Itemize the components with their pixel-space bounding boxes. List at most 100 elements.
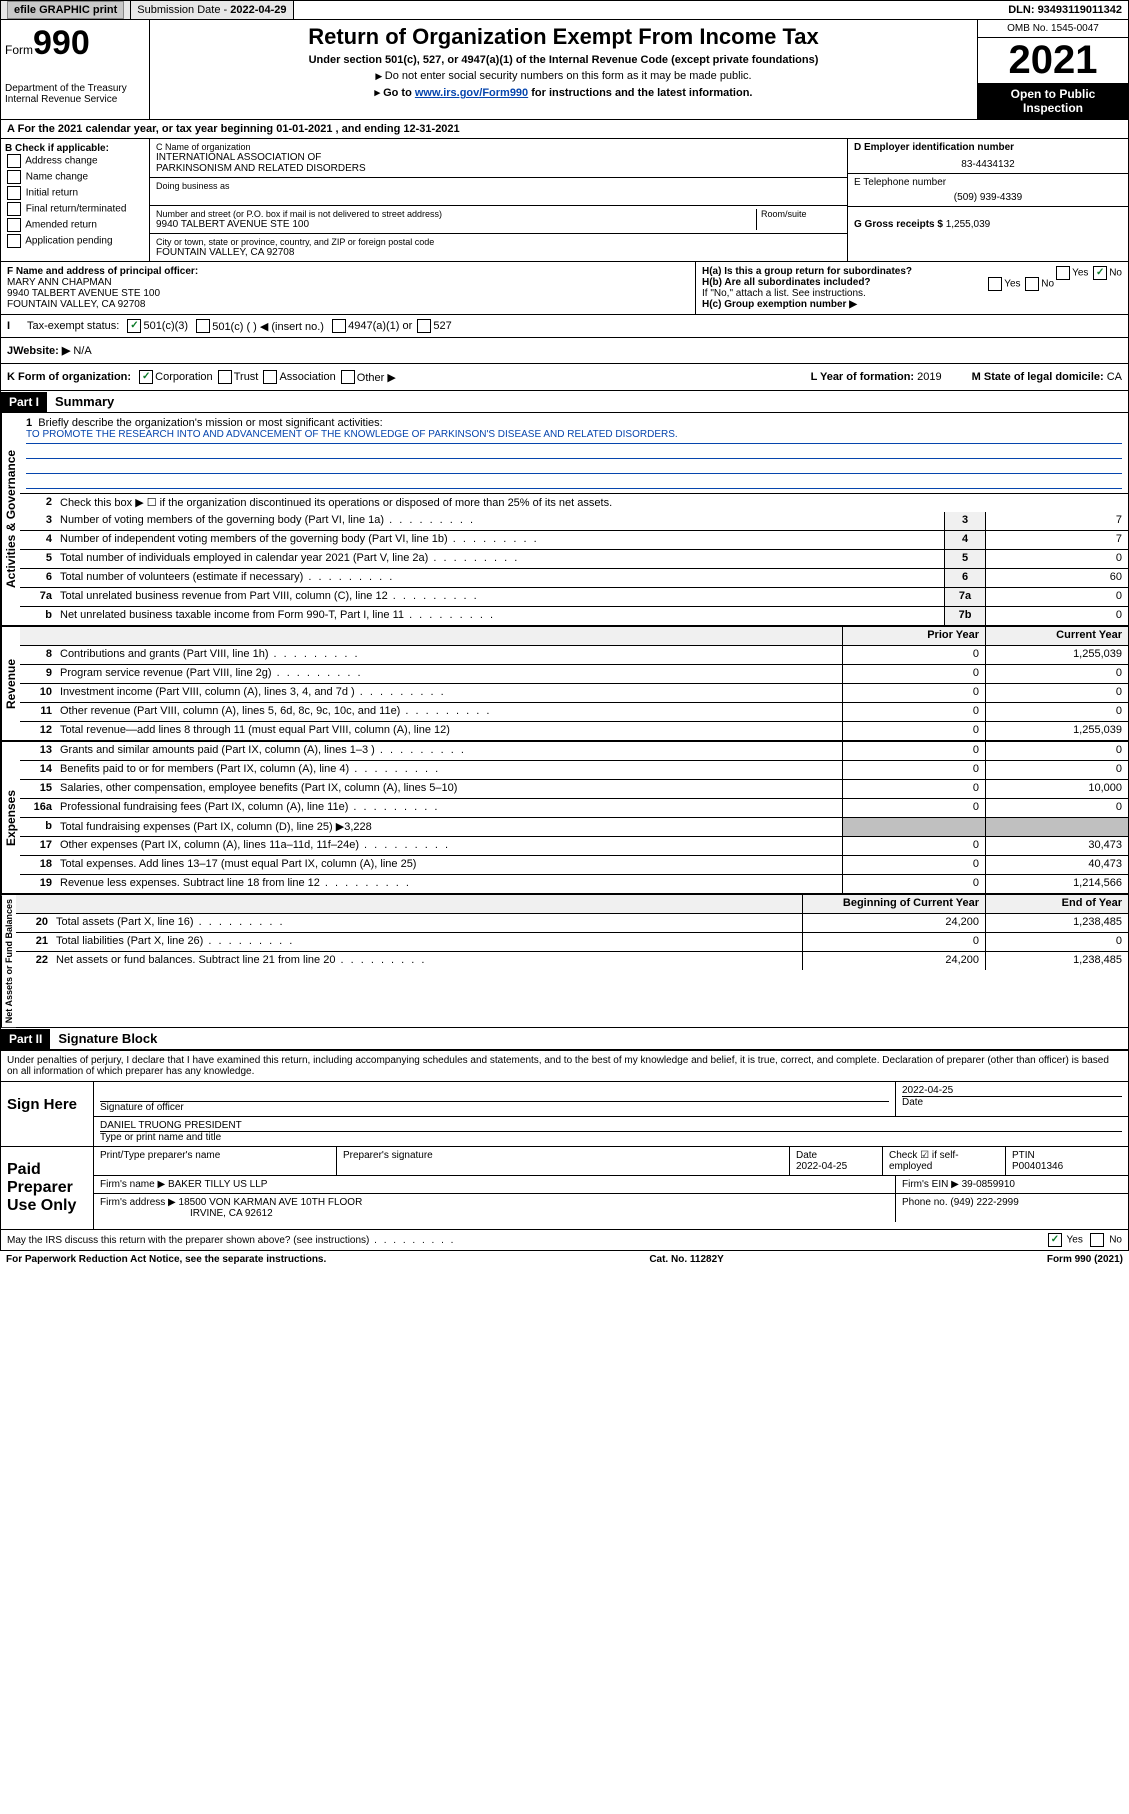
line20-end: 1,238,485 (985, 914, 1128, 932)
gross-value: 1,255,039 (946, 219, 991, 230)
amended-return-checkbox[interactable] (7, 218, 21, 232)
officer-addr2: FOUNTAIN VALLEY, CA 92708 (7, 299, 689, 310)
hb-no-checkbox[interactable] (1025, 277, 1039, 291)
officer-addr1: 9940 TALBERT AVENUE STE 100 (7, 288, 689, 299)
website-value: N/A (73, 345, 91, 357)
line22-begin: 24,200 (802, 952, 985, 970)
form-title-cell: Return of Organization Exempt From Incom… (150, 20, 977, 119)
501c-checkbox[interactable] (196, 319, 210, 333)
hb-yes-checkbox[interactable] (988, 277, 1002, 291)
omb-number: OMB No. 1545-0047 (978, 20, 1128, 38)
line12-curr: 1,255,039 (985, 722, 1128, 740)
col-end-year: End of Year (985, 895, 1128, 913)
final-return-checkbox[interactable] (7, 202, 21, 216)
form990-link[interactable]: www.irs.gov/Form990 (415, 87, 528, 99)
name-change-checkbox[interactable] (7, 170, 21, 184)
discuss-row: May the IRS discuss this return with the… (0, 1230, 1129, 1251)
part-ii-hdr: Part II (1, 1029, 50, 1049)
mission-text: TO PROMOTE THE RESEARCH INTO AND ADVANCE… (26, 429, 1122, 444)
org-name-2: PARKINSONISM AND RELATED DISORDERS (156, 163, 841, 174)
paid-preparer-label: Paid Preparer Use Only (1, 1147, 94, 1229)
line5-value: 0 (985, 550, 1128, 568)
form-number: 990 (33, 24, 90, 62)
line7b-value: 0 (985, 607, 1128, 625)
assoc-checkbox[interactable] (263, 370, 277, 384)
501c3-checkbox[interactable] (127, 319, 141, 333)
line7a-value: 0 (985, 588, 1128, 606)
name-title-label: Type or print name and title (100, 1131, 1122, 1143)
state-domicile: CA (1107, 371, 1122, 383)
sig-officer-label: Signature of officer (100, 1102, 889, 1113)
officer-row: F Name and address of principal officer:… (0, 262, 1129, 315)
other-checkbox[interactable] (341, 370, 355, 384)
cat-no: Cat. No. 11282Y (649, 1254, 723, 1265)
side-revenue: Revenue (1, 627, 20, 740)
line18-curr: 40,473 (985, 856, 1128, 874)
line3-value: 7 (985, 512, 1128, 530)
initial-return-checkbox[interactable] (7, 186, 21, 200)
side-governance: Activities & Governance (1, 413, 20, 625)
dln-label: DLN: (1008, 4, 1037, 16)
part-ii-title: Signature Block (50, 1028, 165, 1049)
h-b-note: If "No," attach a list. See instructions… (702, 288, 1122, 299)
dln-cell: DLN: 93493119011342 (1002, 1, 1128, 19)
part-ii: Part II Signature Block (0, 1028, 1129, 1051)
efile-btn[interactable]: efile GRAPHIC print (7, 1, 124, 19)
form-id-cell: Form990 Department of the Treasury Inter… (1, 20, 150, 119)
period-row: A For the 2021 calendar year, or tax yea… (0, 120, 1129, 139)
discuss-yes-checkbox[interactable] (1048, 1233, 1062, 1247)
submission-label: Submission Date - (137, 4, 230, 16)
efile-label: efile GRAPHIC print (1, 1, 131, 19)
gross-label: G Gross receipts $ (854, 219, 946, 230)
row-k: K Form of organization: Corporation Trus… (0, 364, 1129, 391)
4947-checkbox[interactable] (332, 319, 346, 333)
col-current-year: Current Year (985, 627, 1128, 645)
addr-change-checkbox[interactable] (7, 154, 21, 168)
line19-curr: 1,214,566 (985, 875, 1128, 893)
form-year-cell: OMB No. 1545-0047 2021 Open to Public In… (977, 20, 1128, 119)
col-begin-year: Beginning of Current Year (802, 895, 985, 913)
i-label: Tax-exempt status: (27, 320, 119, 332)
k-label: K Form of organization: (7, 371, 131, 383)
self-employed-label: Check ☑ if self-employed (883, 1147, 1006, 1175)
firm-phone: (949) 222-2999 (950, 1197, 1018, 1208)
app-pending-checkbox[interactable] (7, 234, 21, 248)
line16b-value: 3,228 (344, 821, 372, 833)
firm-name: BAKER TILLY US LLP (168, 1179, 268, 1190)
room-label: Room/suite (761, 209, 841, 219)
form-note1: Do not enter social security numbers on … (154, 70, 973, 82)
527-checkbox[interactable] (417, 319, 431, 333)
sign-here-block: Sign Here Signature of officer 2022-04-2… (0, 1082, 1129, 1147)
h-cell: H(a) Is this a group return for subordin… (695, 262, 1128, 314)
q1-label: Briefly describe the organization's miss… (38, 417, 382, 429)
row-i: I Tax-exempt status: 501(c)(3) 501(c) ( … (0, 315, 1129, 338)
topbar: efile GRAPHIC print Submission Date - 20… (0, 0, 1129, 20)
line8-curr: 1,255,039 (985, 646, 1128, 664)
ha-yes-checkbox[interactable] (1056, 266, 1070, 280)
firm-ein: 39-0859910 (962, 1179, 1015, 1190)
website-label: Website: ▶ (13, 344, 70, 357)
ha-no-checkbox[interactable] (1093, 266, 1107, 280)
form-subtitle: Under section 501(c), 527, or 4947(a)(1)… (154, 54, 973, 66)
q2-label: Check this box ▶ ☐ if the organization d… (56, 494, 1128, 512)
irs-label: Internal Revenue Service (5, 94, 145, 105)
officer-cell: F Name and address of principal officer:… (1, 262, 695, 314)
line20-begin: 24,200 (802, 914, 985, 932)
declaration-text: Under penalties of perjury, I declare th… (0, 1051, 1129, 1082)
line6-value: 60 (985, 569, 1128, 587)
part-i: Part I Summary Activities & Governance 1… (0, 391, 1129, 1028)
h-a-label: H(a) Is this a group return for subordin… (702, 266, 912, 277)
tax-year: 2021 (978, 38, 1128, 83)
tel-label: E Telephone number (854, 177, 1122, 188)
row-j: J Website: ▶ N/A (0, 338, 1129, 364)
trust-checkbox[interactable] (218, 370, 232, 384)
org-name-col: C Name of organization INTERNATIONAL ASS… (150, 139, 847, 261)
ein-label: D Employer identification number (854, 142, 1122, 153)
tel-value: (509) 939-4339 (854, 192, 1122, 203)
signer-name: DANIEL TRUONG PRESIDENT (100, 1120, 1122, 1131)
pra-notice: For Paperwork Reduction Act Notice, see … (6, 1254, 326, 1265)
paid-preparer-block: Paid Preparer Use Only Print/Type prepar… (0, 1147, 1129, 1230)
corp-checkbox[interactable] (139, 370, 153, 384)
officer-label: F Name and address of principal officer: (7, 266, 689, 277)
discuss-no-checkbox[interactable] (1090, 1233, 1104, 1247)
